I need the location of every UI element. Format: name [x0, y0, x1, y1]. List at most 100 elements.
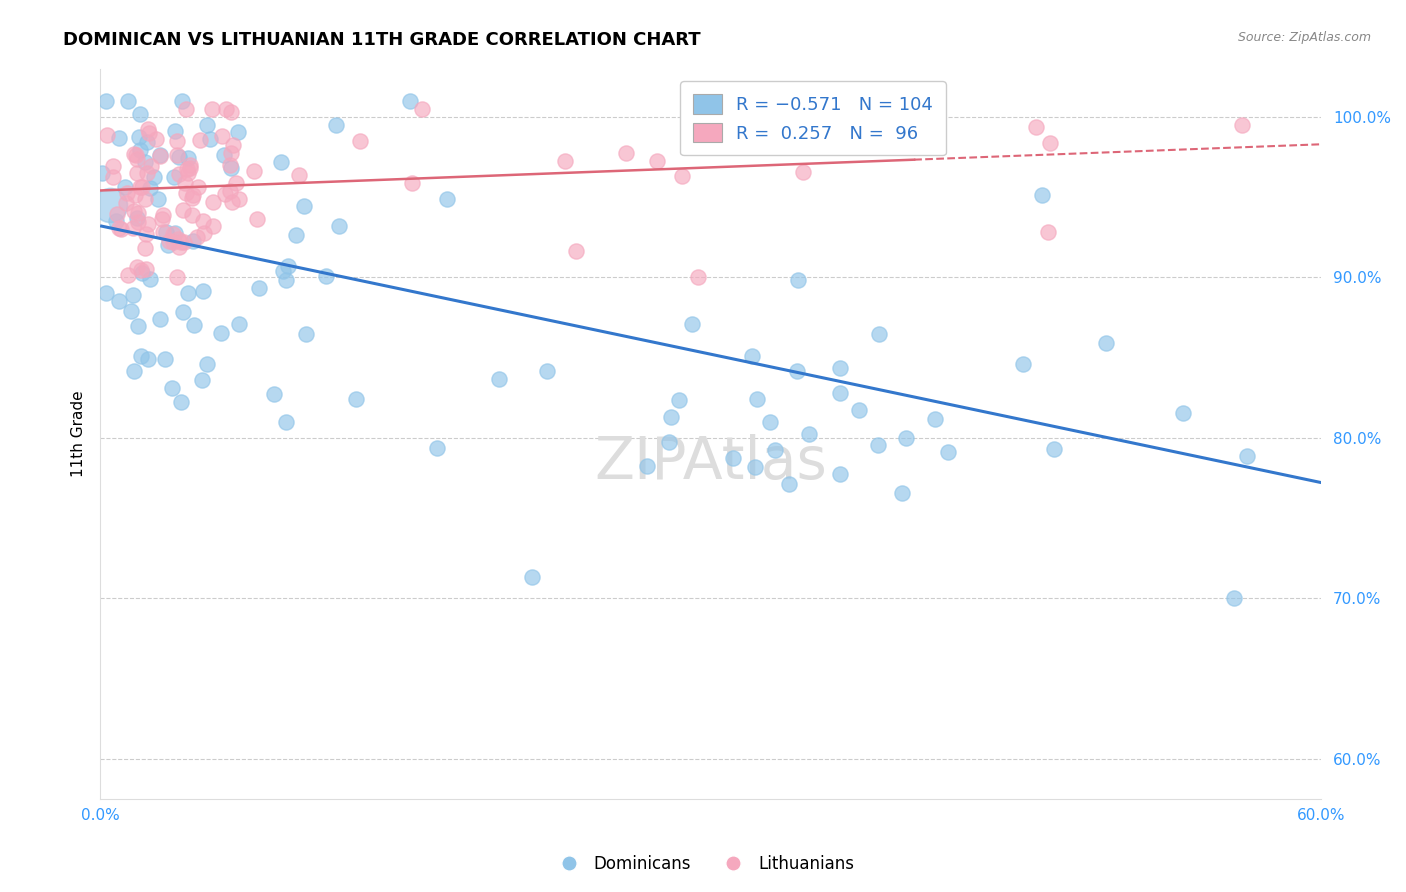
Point: [246, 212, 269, 227]
Point: [138, 126, 160, 140]
Point: [90, 166, 112, 180]
Point: [98, 198, 121, 212]
Point: [165, 226, 187, 240]
Point: [344, 392, 367, 407]
Point: [1095, 336, 1118, 351]
Point: [134, 192, 156, 206]
Point: [536, 364, 558, 378]
Point: [174, 102, 197, 116]
Point: [188, 133, 211, 147]
Point: [209, 326, 232, 340]
Point: [745, 392, 768, 406]
Point: [114, 180, 136, 194]
Text: Source: ZipAtlas.com: Source: ZipAtlas.com: [1237, 31, 1371, 45]
Point: [135, 166, 157, 180]
Point: [201, 102, 224, 116]
Point: [271, 263, 294, 277]
Point: [187, 180, 209, 194]
Point: [139, 181, 162, 195]
Point: [135, 261, 157, 276]
Point: [136, 352, 159, 367]
Point: [135, 227, 157, 241]
Point: [891, 486, 914, 500]
Point: [174, 186, 197, 201]
Point: [797, 426, 820, 441]
Point: [156, 238, 179, 252]
Point: [786, 363, 808, 377]
Point: [94, 94, 117, 108]
Point: [1222, 591, 1244, 605]
Point: [159, 234, 181, 248]
Point: [193, 227, 215, 241]
Point: [173, 235, 195, 249]
Point: [127, 319, 149, 334]
Point: [202, 194, 225, 209]
Point: [124, 364, 146, 378]
Point: [657, 435, 679, 450]
Point: [399, 94, 422, 108]
Point: [1031, 188, 1053, 202]
Point: [247, 281, 270, 295]
Y-axis label: 11th Grade: 11th Grade: [72, 391, 86, 477]
Point: [172, 304, 194, 318]
Point: [723, 451, 745, 466]
Point: [125, 148, 148, 162]
Point: [176, 285, 198, 300]
Point: [115, 186, 138, 200]
Point: [681, 317, 703, 331]
Point: [488, 372, 510, 386]
Point: [198, 131, 221, 145]
Point: [128, 107, 150, 121]
Text: ZIPAtlas: ZIPAtlas: [595, 434, 827, 491]
Point: [263, 386, 285, 401]
Point: [162, 227, 184, 241]
Point: [277, 259, 299, 273]
Point: [131, 179, 153, 194]
Point: [1236, 449, 1258, 463]
Point: [108, 220, 131, 235]
Point: [127, 206, 149, 220]
Point: [226, 124, 249, 138]
Point: [426, 441, 449, 455]
Point: [128, 129, 150, 144]
Point: [191, 214, 214, 228]
Point: [896, 431, 918, 445]
Point: [868, 326, 890, 341]
Point: [688, 102, 710, 116]
Point: [554, 153, 576, 168]
Point: [172, 94, 194, 108]
Point: [219, 161, 242, 175]
Point: [105, 207, 128, 221]
Point: [292, 199, 315, 213]
Point: [195, 119, 218, 133]
Text: DOMINICAN VS LITHUANIAN 11TH GRADE CORRELATION CHART: DOMINICAN VS LITHUANIAN 11TH GRADE CORRE…: [63, 31, 702, 49]
Point: [328, 219, 350, 234]
Point: [179, 161, 201, 176]
Point: [221, 105, 243, 120]
Point: [671, 169, 693, 183]
Point: [167, 167, 190, 181]
Point: [218, 184, 240, 198]
Point: [134, 155, 156, 169]
Point: [166, 270, 188, 285]
Point: [868, 438, 890, 452]
Point: [214, 187, 236, 202]
Point: [228, 317, 250, 331]
Point: [792, 165, 814, 179]
Point: [153, 351, 176, 366]
Point: [211, 129, 233, 144]
Point: [411, 102, 433, 116]
Point: [636, 458, 658, 473]
Point: [131, 266, 153, 280]
Point: [295, 327, 318, 342]
Legend: Dominicans, Lithuanians: Dominicans, Lithuanians: [546, 848, 860, 880]
Point: [1042, 442, 1064, 456]
Point: [167, 232, 190, 246]
Point: [228, 192, 250, 206]
Point: [125, 260, 148, 274]
Point: [129, 263, 152, 277]
Point: [170, 235, 193, 250]
Point: [110, 221, 132, 235]
Point: [436, 192, 458, 206]
Point: [145, 131, 167, 145]
